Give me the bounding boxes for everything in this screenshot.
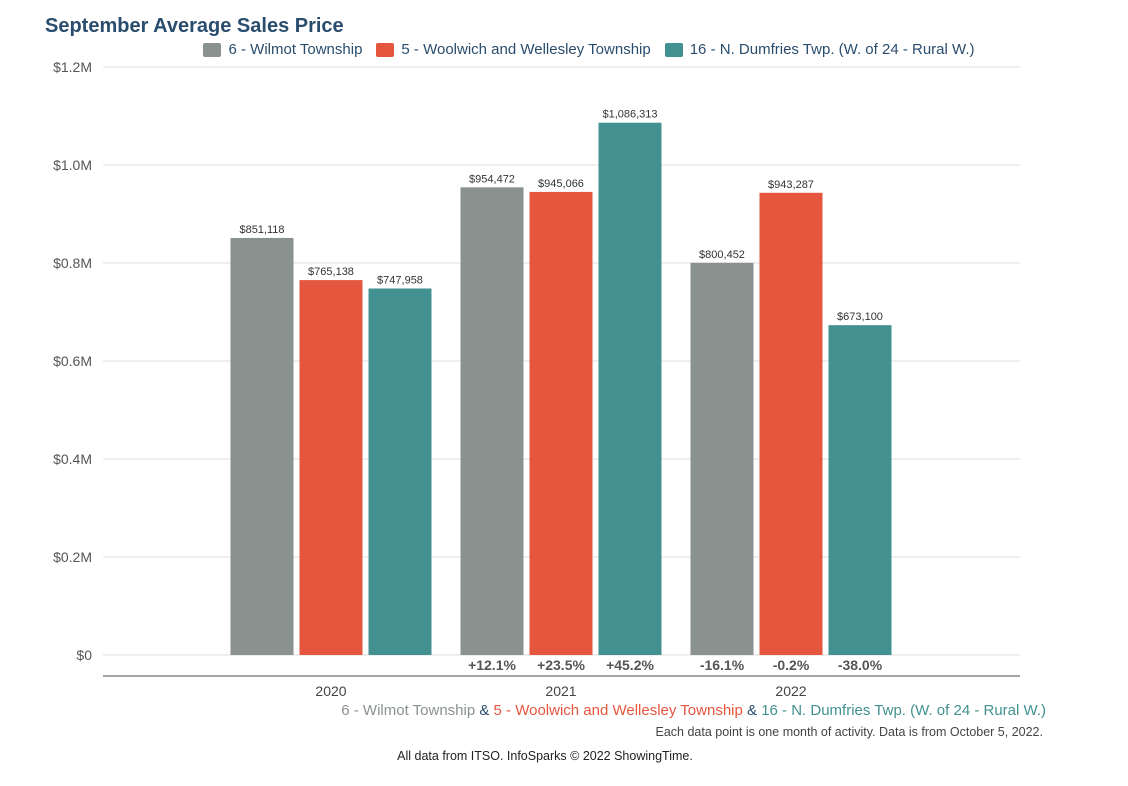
legend-item-woolwich[interactable]: 5 - Woolwich and Wellesley Township [376,41,651,58]
bar-value-label: $765,138 [308,266,354,278]
yoy-change-label: +23.5% [537,657,585,673]
bar-value-label: $800,452 [699,249,745,261]
x-tick-label: 2021 [545,683,576,699]
yoy-change-label: +12.1% [468,657,516,673]
legend: 6 - Wilmot Township 5 - Woolwich and Wel… [0,41,1128,58]
yoy-change-label: -38.0% [838,657,883,673]
caption-sep-1: & [479,702,490,719]
caption-wilmot: 6 - Wilmot Township [341,702,476,719]
legend-label-wilmot: 6 - Wilmot Township [228,41,363,58]
footnote: Each data point is one month of activity… [655,725,1043,739]
chart-title: September Average Sales Price [45,15,344,37]
bar-value-label: $747,958 [377,275,423,287]
bar [368,288,432,655]
caption-woolwich: 5 - Woolwich and Wellesley Township [493,702,743,719]
bar-value-label: $1,086,313 [602,109,657,121]
yoy-change-label: -0.2% [773,657,810,673]
y-tick-label: $0.6M [53,353,92,369]
legend-swatch-dumfries [664,42,683,57]
bar-value-label: $943,287 [768,179,814,191]
bar-value-label: $954,472 [469,173,515,185]
bar [828,325,892,655]
y-tick-label: $1.0M [53,157,92,173]
bar [759,192,823,655]
x-tick-label: 2020 [315,683,346,699]
legend-label-dumfries: 16 - N. Dumfries Twp. (W. of 24 - Rural … [689,41,975,58]
yoy-change-label: +45.2% [606,657,654,673]
source-note: All data from ITSO. InfoSparks © 2022 Sh… [397,749,693,763]
y-tick-label: $0.8M [53,255,92,271]
bar [230,237,294,655]
bar-value-label: $673,100 [837,311,883,323]
legend-swatch-wilmot [203,42,222,57]
bar [598,122,662,656]
y-tick-label: $0.4M [53,451,92,467]
legend-item-wilmot[interactable]: 6 - Wilmot Township [203,41,362,58]
bar [299,280,363,655]
y-tick-label: $1.2M [53,59,92,75]
bar [690,262,754,655]
legend-swatch-woolwich [376,42,395,57]
y-tick-label: $0 [76,647,92,663]
x-tick-label: 2022 [775,683,806,699]
caption-dumfries: 16 - N. Dumfries Twp. (W. of 24 - Rural … [761,702,1046,719]
bar [460,187,524,655]
legend-label-woolwich: 5 - Woolwich and Wellesley Township [401,41,651,58]
bar-value-label: $945,066 [538,178,584,190]
bar-value-label: $851,118 [239,224,284,236]
bar [529,191,593,655]
series-caption: 6 - Wilmot Township & 5 - Woolwich and W… [341,702,1046,719]
y-tick-label: $0.2M [53,549,92,565]
yoy-change-label: -16.1% [700,657,745,673]
caption-sep-2: & [747,702,758,719]
legend-item-dumfries[interactable]: 16 - N. Dumfries Twp. (W. of 24 - Rural … [664,41,975,58]
